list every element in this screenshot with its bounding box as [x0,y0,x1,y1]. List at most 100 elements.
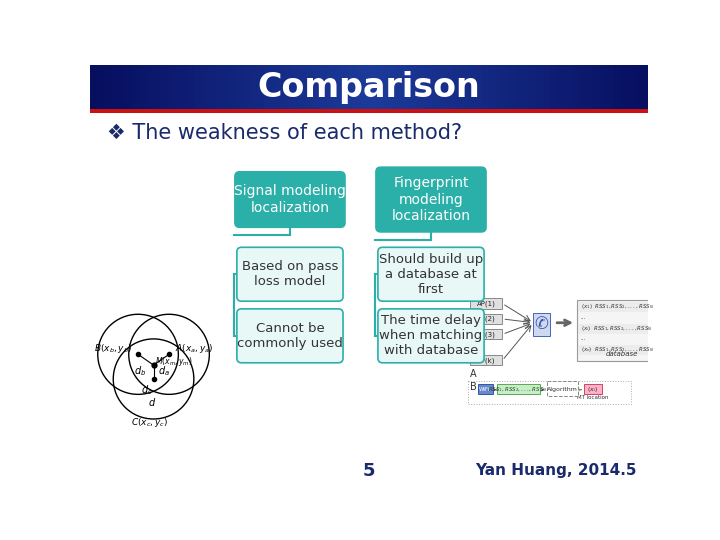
Bar [495,65,502,110]
FancyBboxPatch shape [378,309,484,363]
Bar [578,345,666,355]
Bar [362,65,369,110]
Bar [593,65,599,110]
Bar [477,383,493,394]
Bar [411,65,418,110]
Bar [313,65,320,110]
Bar [236,65,243,110]
Bar [369,65,376,110]
Bar [606,65,613,110]
Text: Comparison: Comparison [258,71,480,104]
Bar [459,65,467,110]
Text: $(x_n)$  $RSS_1, RSS_2, ..., RSS_N$: $(x_n)$ $RSS_1, RSS_2, ..., RSS_N$ [580,345,654,354]
Text: MT location: MT location [577,395,608,400]
Bar [145,65,153,110]
Bar [111,65,118,110]
Bar [222,65,230,110]
Text: $(x_i)$  $RSS_1, RSS_2, ..., RSS_N$: $(x_i)$ $RSS_1, RSS_2, ..., RSS_N$ [580,323,652,333]
Bar [481,65,487,110]
FancyBboxPatch shape [237,247,343,301]
Bar [300,65,306,110]
Text: AP(2): AP(2) [477,316,495,322]
Bar [578,302,666,312]
Bar [578,323,666,334]
Bar [438,65,446,110]
Text: ...: ... [580,336,586,341]
Bar [97,65,104,110]
Bar [264,65,271,110]
FancyBboxPatch shape [237,309,343,363]
Text: Algorithm: Algorithm [547,387,578,392]
Bar [167,65,174,110]
Bar [132,65,139,110]
Bar [564,65,571,110]
Text: ❖ The weakness of each method?: ❖ The weakness of each method? [107,123,462,143]
Bar [118,65,125,110]
Bar [599,65,606,110]
Bar [279,65,285,110]
Bar [508,65,516,110]
Bar [355,65,362,110]
Bar [544,65,550,110]
Bar [202,65,209,110]
Bar [627,65,634,110]
Bar [516,65,523,110]
Bar [536,65,544,110]
Bar [251,65,258,110]
Bar [547,381,578,396]
Bar [215,65,222,110]
Text: $A(x_a, y_a)$: $A(x_a, y_a)$ [175,342,213,355]
Bar [533,313,549,336]
Text: $(x_1)$  $RSS_1, RSS_2, ..., RSS_N$: $(x_1)$ $RSS_1, RSS_2, ..., RSS_N$ [580,302,654,311]
Bar [160,65,167,110]
Bar [446,65,453,110]
Text: database: database [606,351,638,357]
Text: $d_c$: $d_c$ [141,383,153,397]
Bar [634,65,641,110]
Bar [90,110,648,113]
Bar [613,65,620,110]
Bar [209,65,215,110]
Bar [125,65,132,110]
Text: Signal modeling
localization: Signal modeling localization [234,185,346,215]
Bar [243,65,251,110]
Bar [258,65,264,110]
Bar [390,65,397,110]
Bar [376,65,383,110]
Bar [557,65,564,110]
Bar [469,314,503,324]
Bar [497,383,539,394]
FancyBboxPatch shape [378,247,484,301]
Text: $d_a$: $d_a$ [158,364,171,378]
Text: . . .: . . . [480,334,492,342]
Bar [467,65,474,110]
Bar [523,65,529,110]
Bar [469,355,503,366]
Bar [341,65,348,110]
Bar [153,65,160,110]
Bar [174,65,181,110]
Text: AP(3): AP(3) [477,331,495,338]
Bar [348,65,355,110]
Bar [641,65,648,110]
Bar [550,65,557,110]
Text: $(x_i)$: $(x_i)$ [588,385,598,394]
Bar [90,65,97,110]
Bar [578,65,585,110]
FancyBboxPatch shape [235,172,345,227]
Bar [453,65,459,110]
Text: WiFi: WiFi [479,387,490,392]
Bar [306,65,313,110]
Text: Fingerprint
modeling
localization: Fingerprint modeling localization [392,177,470,222]
Text: 5: 5 [363,462,375,480]
Bar [139,65,145,110]
Bar [404,65,411,110]
Bar [529,65,536,110]
Bar [469,299,503,308]
Bar [418,65,425,110]
Bar [271,65,279,110]
Bar [585,383,601,394]
Text: Cannot be
commonly used: Cannot be commonly used [237,322,343,350]
Bar [285,65,292,110]
Bar [432,65,438,110]
